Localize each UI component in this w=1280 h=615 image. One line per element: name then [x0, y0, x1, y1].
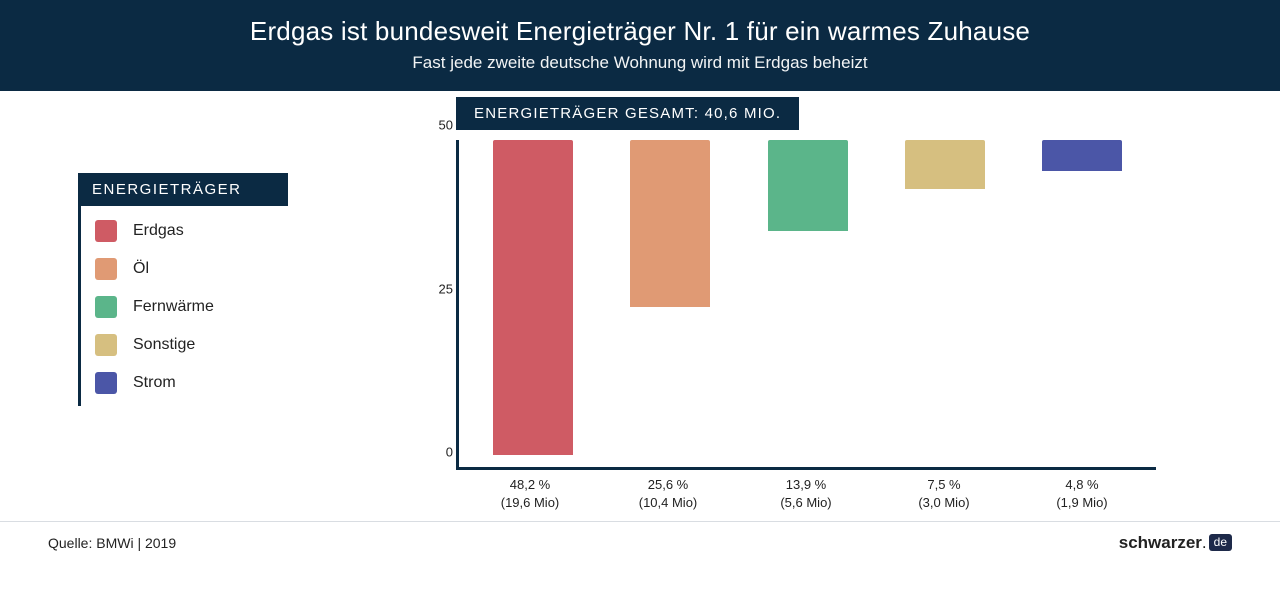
legend-item: Fernwärme — [95, 296, 288, 318]
legend-swatch — [95, 296, 117, 318]
legend-swatch — [95, 258, 117, 280]
legend: ENERGIETRÄGER Erdgas Öl Fernwärme Sonstige S… — [78, 173, 288, 406]
legend-swatch — [95, 220, 117, 242]
legend-item: Erdgas — [95, 220, 288, 242]
legend-label: Sonstige — [133, 336, 195, 354]
bar — [630, 140, 710, 307]
legend-label: Fernwärme — [133, 298, 214, 316]
legend-label: Öl — [133, 260, 149, 278]
brand-badge: de — [1209, 534, 1232, 551]
x-label: 7,5 %(3,0 Mio) — [900, 476, 988, 511]
header: Erdgas ist bundesweit Energieträger Nr. … — [0, 0, 1280, 91]
legend-item: Strom — [95, 372, 288, 394]
x-label: 25,6 %(10,4 Mio) — [624, 476, 712, 511]
x-label: 13,9 %(5,6 Mio) — [762, 476, 850, 511]
brand-bold: schwarzer — [1119, 533, 1202, 552]
bar-slot — [901, 140, 988, 467]
chart: ENERGIETRÄGER GESAMT: 40,6 MIO. 02550 48… — [430, 97, 1200, 511]
source-text: Quelle: BMWi | 2019 — [48, 535, 176, 551]
content: ENERGIETRÄGER Erdgas Öl Fernwärme Sonstige S… — [0, 91, 1280, 563]
bar-slot — [1039, 140, 1126, 467]
bar — [905, 140, 985, 189]
legend-title: ENERGIETRÄGER — [78, 173, 288, 206]
bar-slot — [489, 140, 576, 467]
bar-slot — [764, 140, 851, 467]
chart-xlabels: 48,2 %(19,6 Mio) 25,6 %(10,4 Mio) 13,9 %(5… — [456, 470, 1156, 511]
bar — [768, 140, 848, 231]
bar-slot — [626, 140, 713, 467]
bar — [1042, 140, 1122, 171]
legend-swatch — [95, 372, 117, 394]
bar — [493, 140, 573, 455]
legend-swatch — [95, 334, 117, 356]
chart-bars — [459, 140, 1156, 467]
chart-title: ENERGIETRÄGER GESAMT: 40,6 MIO. — [456, 97, 799, 130]
x-label: 48,2 %(19,6 Mio) — [486, 476, 574, 511]
page-title: Erdgas ist bundesweit Energieträger Nr. … — [0, 16, 1280, 47]
footer: Quelle: BMWi | 2019 schwarzer.de — [0, 521, 1280, 563]
page-subtitle: Fast jede zweite deutsche Wohnung wird m… — [0, 53, 1280, 73]
legend-label: Erdgas — [133, 222, 184, 240]
y-tick: 25 — [425, 281, 453, 296]
legend-item: Sonstige — [95, 334, 288, 356]
brand-logo: schwarzer.de — [1119, 533, 1232, 553]
x-label: 4,8 %(1,9 Mio) — [1038, 476, 1126, 511]
y-tick: 0 — [425, 445, 453, 460]
legend-label: Strom — [133, 374, 176, 392]
legend-body: Erdgas Öl Fernwärme Sonstige Strom — [78, 206, 288, 406]
chart-plot: 02550 — [456, 140, 1156, 470]
legend-item: Öl — [95, 258, 288, 280]
brand-dot: . — [1202, 533, 1207, 552]
y-tick: 50 — [425, 118, 453, 133]
